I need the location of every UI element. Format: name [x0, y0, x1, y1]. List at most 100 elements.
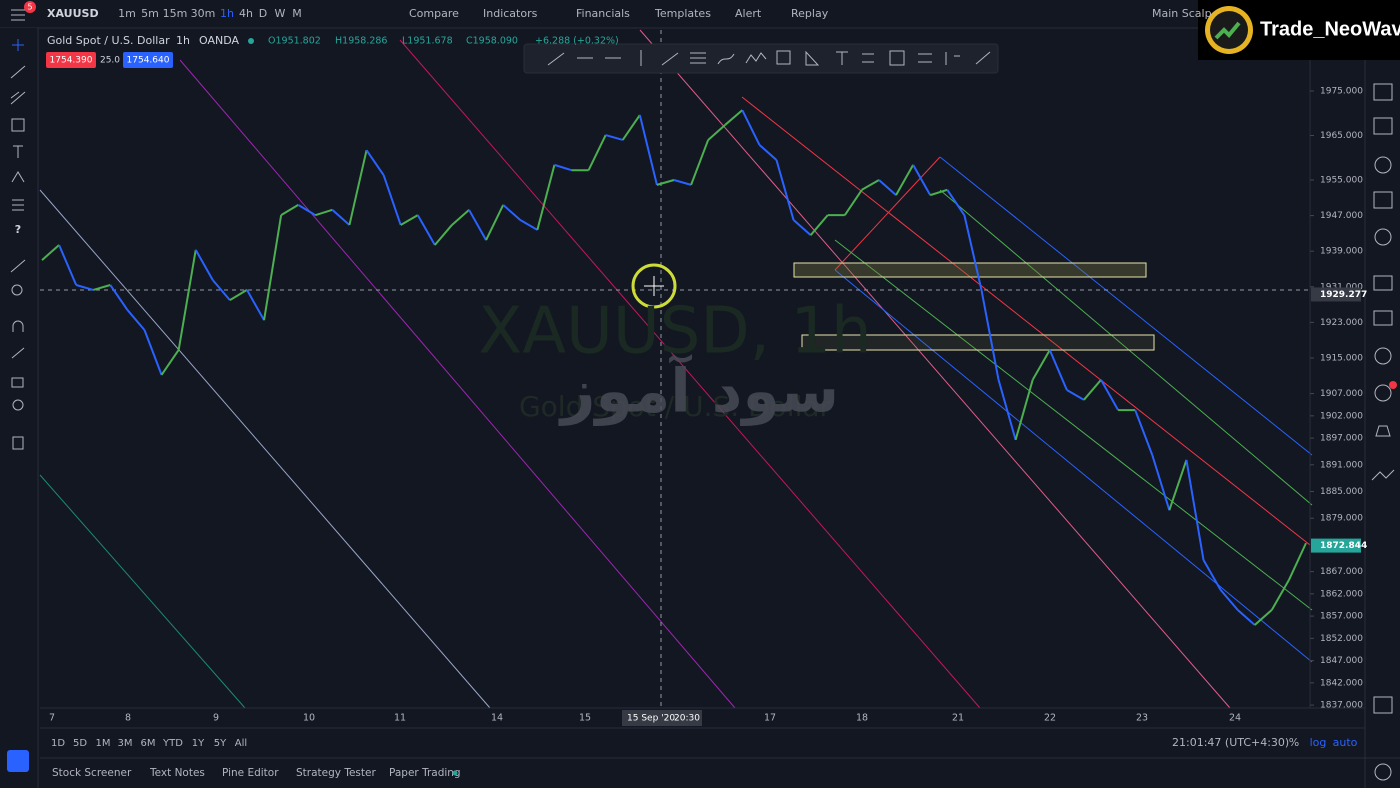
price-segment	[348, 149, 368, 226]
interval-button[interactable]: W	[275, 7, 286, 20]
time-label: 7	[49, 713, 55, 724]
price-segment	[792, 219, 812, 236]
drawing-tools[interactable]	[547, 50, 991, 66]
price-segment	[331, 209, 351, 226]
toolbar-button[interactable]: Templates	[654, 7, 711, 20]
price-label: 1857.000	[1320, 612, 1363, 622]
buy-price[interactable]: 1754.640	[127, 56, 170, 66]
buy-button[interactable]	[123, 52, 173, 68]
price-segment	[1237, 609, 1256, 626]
price-segment	[843, 189, 863, 216]
price-segment	[92, 284, 111, 291]
time-label: 9	[213, 713, 219, 724]
price-segment	[468, 209, 487, 241]
interval-button[interactable]: 5m	[141, 7, 159, 20]
toolbar-button[interactable]: Compare	[409, 7, 459, 20]
panel-tab[interactable]: Pine Editor	[222, 767, 279, 779]
price-segment	[980, 289, 1000, 380]
toolbar-button[interactable]: Alert	[735, 7, 762, 20]
range-button[interactable]: YTD	[162, 738, 183, 749]
price-segment	[194, 249, 214, 281]
clock: 21:01:47 (UTC+4:30)	[1172, 736, 1289, 749]
watermark-symbol: XAUUSD, 1h	[478, 295, 871, 369]
range-button[interactable]: 3M	[118, 738, 133, 749]
crosshair-date: 15 Sep '20	[627, 714, 675, 724]
toolbar-button[interactable]: Replay	[791, 7, 829, 20]
auto-toggle[interactable]: auto	[1333, 736, 1358, 749]
notification-count: 5	[27, 3, 32, 12]
sell-price[interactable]: 1754.390	[50, 56, 93, 66]
price-segment	[758, 144, 778, 161]
price-label: 1931.000	[1320, 282, 1363, 292]
price-label: 1837.000	[1320, 701, 1363, 711]
panel-tab[interactable]: Strategy Tester	[296, 767, 376, 779]
price-tag	[1311, 538, 1361, 553]
drawings	[39, 29, 1313, 709]
price-segment	[451, 209, 470, 226]
price-segment	[365, 149, 385, 176]
interval-button[interactable]: 1h	[220, 7, 234, 20]
range-button[interactable]: 5D	[73, 738, 87, 749]
interval-button[interactable]: M	[292, 7, 302, 20]
price-segment	[1066, 389, 1085, 401]
range-button[interactable]: 1M	[96, 738, 111, 749]
range-button[interactable]: 5Y	[214, 738, 227, 749]
sell-button[interactable]	[46, 52, 96, 68]
high: H1958.286	[335, 36, 387, 47]
price-segment	[621, 114, 641, 141]
price-segment	[554, 163, 572, 172]
interval-button[interactable]: 1m	[118, 7, 136, 20]
menu-icon[interactable]	[11, 9, 25, 21]
close: C1958.090	[466, 36, 518, 47]
interval-button[interactable]: D	[259, 7, 267, 20]
help-icon[interactable]: ?	[15, 223, 21, 236]
time-label: 17	[764, 713, 776, 724]
price-segment	[1288, 542, 1307, 581]
favorites-button[interactable]	[7, 750, 29, 772]
crosshair-time: 20:30	[674, 714, 700, 724]
panel-tab[interactable]: Stock Screener	[52, 767, 132, 779]
price-segment	[229, 289, 248, 302]
interval-button[interactable]: 30m	[191, 7, 216, 20]
legend: Gold Spot / U.S. Dollar 1h OANDA O1951.8…	[46, 34, 619, 68]
time-label: 23	[1136, 713, 1148, 724]
watermark-name: Gold Spot / U.S. Dollar	[519, 390, 832, 423]
price-label: 1879.000	[1320, 514, 1363, 524]
time-label: 11	[394, 713, 406, 724]
price-segment	[638, 114, 658, 186]
badge	[24, 1, 36, 13]
percent-toggle[interactable]: %	[1289, 736, 1299, 749]
interval-button[interactable]: 4h	[239, 7, 253, 20]
price-segment	[58, 244, 78, 286]
toolbar-button[interactable]: Financials	[576, 7, 630, 20]
price-label: 1975.000	[1320, 87, 1363, 97]
interval-button[interactable]: 15m	[163, 7, 188, 20]
symbol[interactable]: XAUUSD	[47, 7, 99, 20]
price-segment	[536, 164, 556, 231]
price-label: 1842.000	[1320, 678, 1363, 688]
price-segment	[212, 279, 231, 301]
layout-name[interactable]: Main Scalp	[1152, 7, 1212, 20]
time-label: 10	[303, 713, 315, 724]
price-label: 1847.000	[1320, 656, 1363, 666]
price-label: 1897.000	[1320, 434, 1363, 444]
log-toggle[interactable]: log	[1310, 736, 1327, 749]
panel-tab[interactable]: Paper Trading	[389, 767, 461, 779]
left-icons	[10, 39, 26, 450]
price-segment	[263, 214, 283, 321]
toolbar-button[interactable]: Indicators	[483, 7, 538, 20]
price-segment	[434, 224, 453, 246]
time-tag	[622, 710, 702, 726]
price-label: 1862.000	[1320, 589, 1363, 599]
range-button[interactable]: All	[235, 738, 247, 749]
range-button[interactable]: 1D	[51, 738, 65, 749]
range-button[interactable]: 6M	[141, 738, 156, 749]
price-label: 1947.000	[1320, 211, 1363, 221]
range-button[interactable]: 1Y	[192, 738, 205, 749]
price-segment	[382, 174, 402, 226]
market-status	[248, 38, 254, 44]
price-segment	[126, 309, 146, 331]
panel-tab[interactable]: Text Notes	[149, 767, 205, 779]
price-segment	[400, 214, 419, 226]
